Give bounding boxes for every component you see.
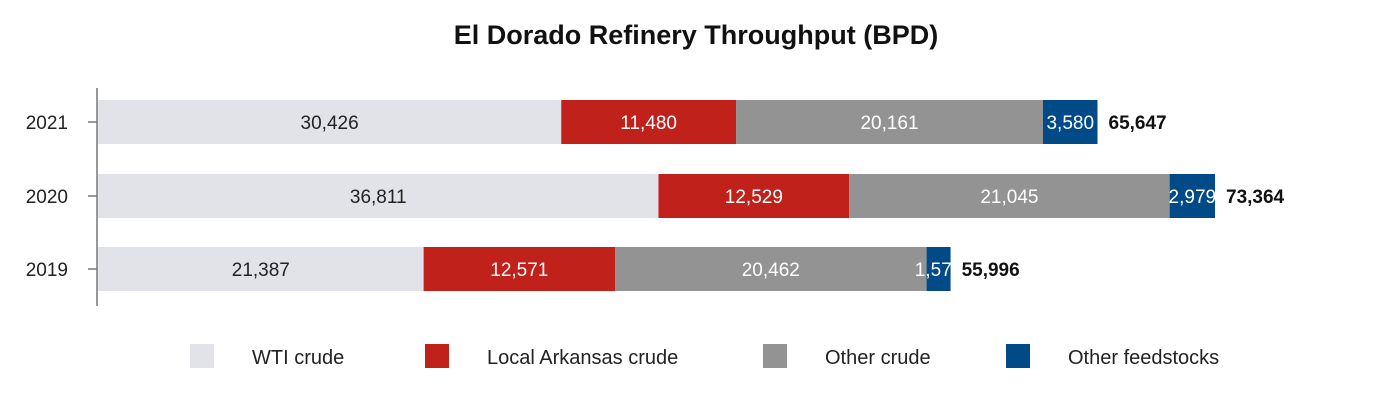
data-label-other-feedstocks-2020: 2,979 (1169, 187, 1217, 208)
bar-segment-other-crude-2019 (615, 247, 927, 291)
total-label-2020: 73,364 (1226, 187, 1285, 208)
bar-segment-local-arkansas-crude-2019 (423, 247, 616, 291)
data-label-other-crude-2019: 20,462 (742, 260, 800, 281)
legend-label-other-feedstocks: Other feedstocks (1068, 347, 1219, 369)
bar-segment-wti-crude-2019 (98, 247, 424, 291)
bar-segment-wti-crude-2020 (98, 174, 659, 218)
data-label-wti-crude-2019: 21,387 (232, 260, 290, 281)
data-label-other-crude-2021: 20,161 (860, 113, 918, 134)
data-label-local-arkansas-crude-2021: 11,480 (620, 113, 677, 134)
data-label-other-crude-2020: 21,045 (980, 187, 1038, 208)
bar-segment-local-arkansas-crude-2020 (658, 174, 850, 218)
bar-segment-other-feedstocks-2019 (926, 247, 951, 291)
legend: WTI crude Local Arkansas crude Other crude… (190, 344, 1219, 369)
legend-label-local-arkansas-crude: Local Arkansas crude (487, 347, 678, 369)
bar-segment-other-feedstocks-2020 (1169, 174, 1215, 218)
data-label-other-feedstocks-2021: 3,580 (1046, 113, 1094, 134)
y-tick-label-2021: 2021 (26, 113, 68, 134)
legend-swatch-other-feedstocks (1006, 344, 1030, 368)
total-label-2019: 55,996 (962, 260, 1020, 281)
bar-segment-local-arkansas-crude-2021 (561, 100, 737, 144)
data-label-other-feedstocks-2019: 1,576 (915, 260, 963, 281)
bar-segment-other-crude-2021 (736, 100, 1043, 144)
data-label-local-arkansas-crude-2019: 12,571 (490, 260, 548, 281)
legend-label-other-crude: Other crude (825, 347, 931, 369)
legend-label-wti-crude: WTI crude (252, 347, 344, 369)
legend-swatch-other-crude (763, 344, 787, 368)
bar-segment-wti-crude-2021 (98, 100, 562, 144)
chart-title: El Dorado Refinery Throughput (BPD) (454, 20, 938, 50)
data-label-wti-crude-2021: 30,426 (301, 113, 359, 134)
data-label-wti-crude-2020: 36,811 (350, 187, 407, 208)
y-tick-label-2019: 2019 (26, 260, 68, 281)
bar-area: 2021 30,426 11,480 20,161 3,580 65,647 2020 36,… (26, 100, 1285, 291)
bar-segment-other-feedstocks-2021 (1042, 100, 1098, 144)
y-tick-label-2020: 2020 (26, 187, 68, 208)
legend-swatch-wti-crude (190, 344, 214, 368)
data-label-local-arkansas-crude-2020: 12,529 (725, 187, 783, 208)
bar-segment-other-crude-2020 (849, 174, 1170, 218)
legend-swatch-local-arkansas-crude (425, 344, 449, 368)
total-label-2021: 65,647 (1109, 113, 1167, 134)
